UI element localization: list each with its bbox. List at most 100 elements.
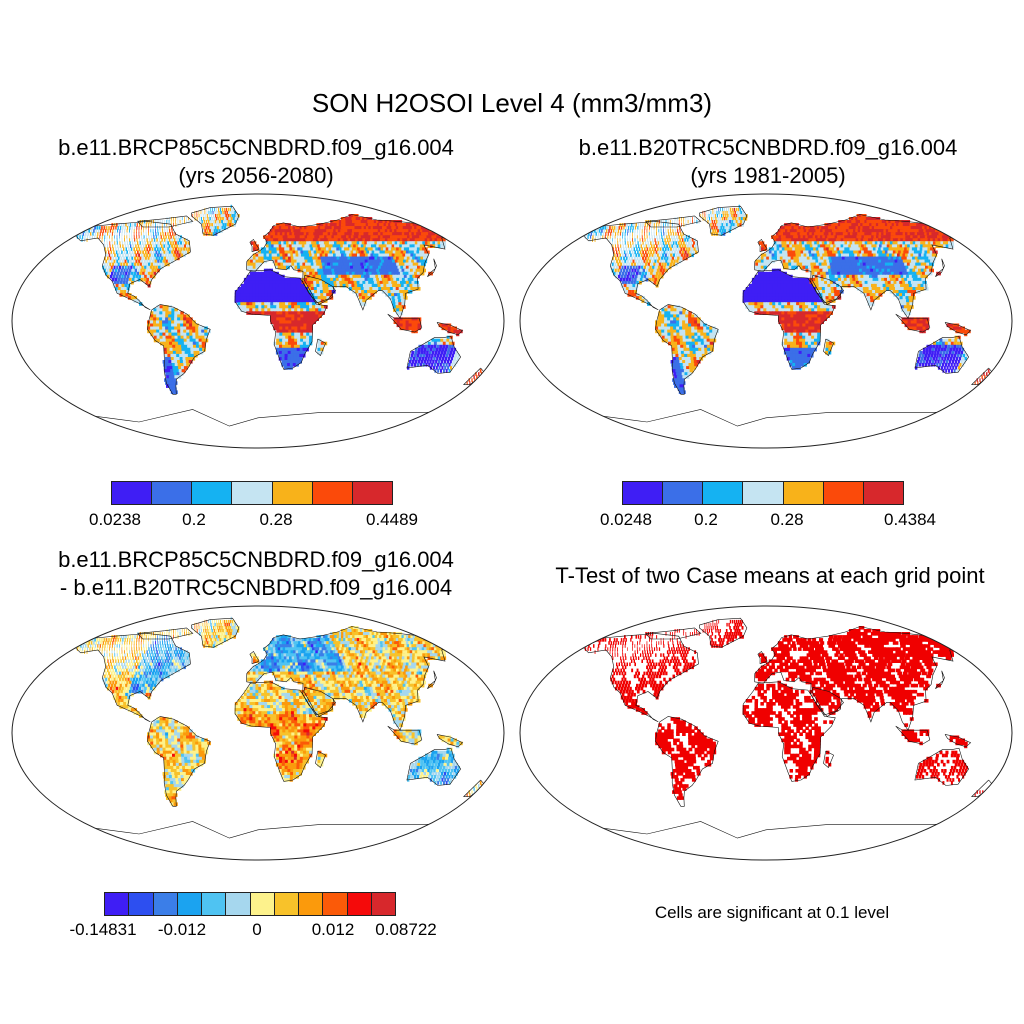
map-field: [573, 204, 994, 427]
coastline: [655, 304, 719, 395]
colorbar-2-tick: 0.4384: [884, 510, 936, 529]
colorbar-3-tick: 0.08722: [375, 920, 437, 939]
colorbar-swatch: [225, 892, 251, 916]
coastline: [699, 617, 748, 648]
map-field: [65, 204, 486, 427]
coastline: [914, 335, 970, 374]
map-border: [11, 193, 505, 449]
coastline: [944, 322, 972, 336]
colorbar-swatch: [273, 892, 299, 916]
coastline: [436, 734, 464, 748]
colorbar-swatch: [128, 892, 154, 916]
coastline: [65, 821, 451, 839]
colorbar-swatch: [298, 892, 324, 916]
coastline: [655, 716, 719, 807]
coastline: [823, 338, 834, 357]
colorbar-swatch: [311, 481, 353, 505]
coastline: [944, 734, 972, 748]
colorbar-swatch: [249, 892, 275, 916]
colorbar-3-tick: 0: [252, 920, 262, 939]
coastline: [699, 205, 748, 236]
coastline: [246, 214, 457, 319]
coastline: [191, 205, 240, 236]
colorbar-swatch: [231, 481, 273, 505]
panel-3-title-line1: b.e11.BRCP85C5CNBDRD.f09_g16.004: [58, 547, 454, 572]
panel-2-title: b.e11.B20TRC5CNBDRD.f09_g16.004 (yrs 198…: [518, 134, 1018, 190]
coastline: [234, 269, 328, 370]
coastline: [303, 275, 336, 304]
colorbar-swatch: [191, 481, 233, 505]
colorbar-swatch: [782, 481, 824, 505]
coastline: [935, 258, 945, 277]
colorbar-swatch: [702, 481, 744, 505]
coastline: [387, 313, 423, 333]
coastline: [137, 627, 194, 640]
coastline: [895, 725, 931, 745]
coastline: [757, 238, 768, 253]
coastline: [191, 617, 240, 648]
coastline: [436, 322, 464, 336]
colorbar-2-tick: 0.2: [694, 510, 718, 529]
coastline: [895, 313, 931, 333]
map-panel-2: [519, 193, 1013, 449]
colorbar-swatch: [322, 892, 348, 916]
coastline: [427, 258, 437, 277]
coastline: [914, 747, 970, 786]
coastline: [754, 626, 965, 731]
coastline: [406, 335, 462, 374]
colorbar-swatch: [201, 892, 227, 916]
map-panel-4: [519, 605, 1013, 861]
coastline: [823, 750, 834, 769]
colorbar-1-tick: 0.2: [182, 510, 206, 529]
significance-note: Cells are significant at 0.1 level: [654, 903, 890, 922]
colorbar-2-tick: 0.28: [770, 510, 804, 529]
panel-2-title-line2: (yrs 1981-2005): [690, 163, 846, 188]
coastline: [645, 215, 702, 228]
coastline: [246, 626, 457, 731]
colorbar-3-tick: -0.012: [157, 920, 207, 939]
colorbar-swatch: [176, 892, 202, 916]
panel-1-title: b.e11.BRCP85C5CNBDRD.f09_g16.004 (yrs 20…: [6, 134, 506, 190]
coastline: [249, 650, 260, 665]
colorbar-swatch: [370, 892, 396, 916]
panel-3-title-line2: - b.e11.B20TRC5CNBDRD.f09_g16.004: [59, 575, 453, 600]
coastline: [147, 716, 211, 807]
colorbar-swatch: [104, 892, 130, 916]
coastline: [582, 633, 699, 723]
colorbar-swatch: [346, 892, 372, 916]
map-field: [65, 616, 486, 839]
colorbar-panel-2: [622, 481, 911, 505]
coastline: [811, 687, 844, 716]
coastline: [387, 725, 423, 745]
coastline: [303, 687, 336, 716]
colorbar-1-tick: 0.0238: [89, 510, 141, 529]
coastline: [137, 215, 194, 228]
colorbar-swatch: [111, 481, 153, 505]
coastline: [74, 633, 191, 723]
coastline: [249, 238, 260, 253]
panel-4-title: T-Test of two Case means at each grid po…: [555, 563, 985, 588]
colorbar-3-tick: -0.14831: [69, 920, 137, 939]
panel-1-title-line2: (yrs 2056-2080): [178, 163, 334, 188]
colorbar-2-tick: 0.0248: [600, 510, 652, 529]
colorbar-1-tick: 0.28: [259, 510, 293, 529]
panel-2-title-line1: b.e11.B20TRC5CNBDRD.f09_g16.004: [578, 135, 958, 160]
page-title: SON H2OSOI Level 4 (mm3/mm3): [311, 88, 713, 118]
coastline: [742, 681, 836, 782]
map-border: [11, 605, 505, 861]
coastline: [573, 409, 959, 427]
colorbar-swatch: [351, 481, 393, 505]
colorbar-swatch: [822, 481, 864, 505]
colorbar-swatch: [862, 481, 904, 505]
colorbar-swatch: [742, 481, 784, 505]
colorbar-swatch: [662, 481, 704, 505]
coastline: [742, 269, 836, 370]
colorbar-3-tick: 0.012: [311, 920, 355, 939]
panel-1-title-line1: b.e11.BRCP85C5CNBDRD.f09_g16.004: [58, 135, 454, 160]
coastline: [573, 821, 959, 839]
map-border: [519, 605, 1013, 861]
map-panel-1: [11, 193, 505, 449]
coastline: [427, 670, 437, 689]
coastline: [65, 409, 451, 427]
coastline: [935, 670, 945, 689]
